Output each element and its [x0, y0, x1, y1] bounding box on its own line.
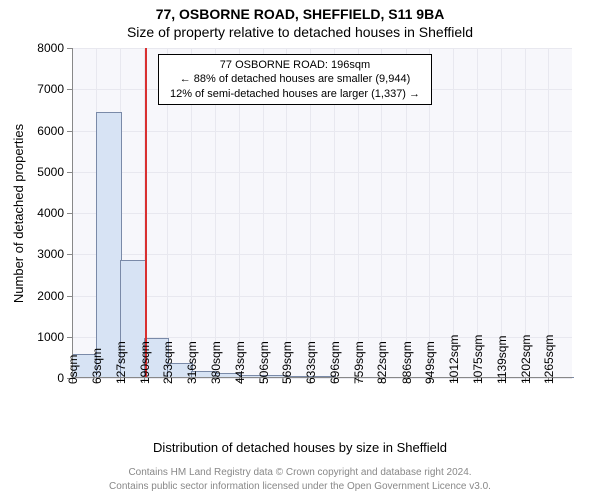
footer-attribution-line2: Contains public sector information licen… — [0, 481, 600, 492]
y-tick-label: 5000 — [37, 165, 64, 179]
chart-title-line1: 77, OSBORNE ROAD, SHEFFIELD, S11 9BA — [0, 6, 600, 22]
y-tick — [67, 213, 72, 214]
grid-line-vertical — [453, 48, 454, 378]
footer-attribution-line1: Contains HM Land Registry data © Crown c… — [0, 467, 600, 478]
grid-line-horizontal — [72, 131, 572, 132]
y-tick-label: 1000 — [37, 330, 64, 344]
y-tick-label: 4000 — [37, 206, 64, 220]
y-tick — [67, 254, 72, 255]
grid-line-horizontal — [72, 213, 572, 214]
grid-line-vertical — [525, 48, 526, 378]
x-tick-label: 63sqm — [90, 348, 104, 384]
x-tick-label: 886sqm — [400, 341, 414, 384]
x-tick-label: 569sqm — [280, 341, 294, 384]
x-tick-label: 127sqm — [114, 341, 128, 384]
x-tick-label: 1075sqm — [471, 335, 485, 384]
y-tick-label: 3000 — [37, 247, 64, 261]
x-tick-label: 253sqm — [161, 341, 175, 384]
grid-line-horizontal — [72, 172, 572, 173]
x-tick-label: 759sqm — [352, 341, 366, 384]
histogram-bar — [96, 112, 122, 378]
annotation-line2: ← 88% of detached houses are smaller (9,… — [165, 72, 425, 86]
chart-annotation-box: 77 OSBORNE ROAD: 196sqm ← 88% of detache… — [158, 54, 432, 105]
x-tick-label: 1202sqm — [519, 335, 533, 384]
y-tick — [67, 337, 72, 338]
grid-line-horizontal — [72, 296, 572, 297]
y-tick — [67, 48, 72, 49]
x-tick-label: 316sqm — [185, 341, 199, 384]
y-tick-label: 2000 — [37, 289, 64, 303]
x-tick-label: 696sqm — [328, 341, 342, 384]
y-axis-label-container: Number of detached properties — [12, 48, 26, 378]
x-tick-label: 443sqm — [233, 341, 247, 384]
y-tick — [67, 296, 72, 297]
x-tick-label: 1139sqm — [495, 336, 509, 384]
chart-plot-area: 010002000300040005000600070008000 0sqm63… — [72, 48, 572, 378]
x-tick-label: 506sqm — [257, 341, 271, 384]
page-root: 77, OSBORNE ROAD, SHEFFIELD, S11 9BA Siz… — [0, 0, 600, 500]
grid-line-horizontal — [72, 254, 572, 255]
x-tick-label: 633sqm — [304, 341, 318, 384]
chart-title-line2: Size of property relative to detached ho… — [0, 24, 600, 40]
x-tick-label: 380sqm — [209, 341, 223, 384]
grid-line-vertical — [477, 48, 478, 378]
y-tick — [67, 89, 72, 90]
y-tick-label: 7000 — [37, 82, 64, 96]
x-tick-label: 1265sqm — [542, 335, 556, 384]
x-tick-label: 822sqm — [375, 341, 389, 384]
chart-axis-left — [72, 48, 73, 378]
x-tick-label: 1012sqm — [447, 335, 461, 384]
x-tick-label: 949sqm — [423, 341, 437, 384]
x-tick-label: 190sqm — [138, 341, 152, 384]
grid-line-horizontal — [72, 48, 572, 49]
y-tick-label: 8000 — [37, 41, 64, 55]
y-axis-label: Number of detached properties — [12, 123, 27, 302]
annotation-line3: 12% of semi-detached houses are larger (… — [165, 87, 425, 101]
y-tick-label: 6000 — [37, 124, 64, 138]
y-tick — [67, 131, 72, 132]
annotation-line1: 77 OSBORNE ROAD: 196sqm — [165, 58, 425, 72]
x-tick-label: 0sqm — [66, 355, 80, 384]
grid-line-vertical — [548, 48, 549, 378]
y-tick — [67, 172, 72, 173]
y-tick-label: 0 — [57, 371, 64, 385]
grid-line-vertical — [501, 48, 502, 378]
property-size-marker-line — [145, 48, 147, 378]
x-axis-label: Distribution of detached houses by size … — [0, 440, 600, 455]
